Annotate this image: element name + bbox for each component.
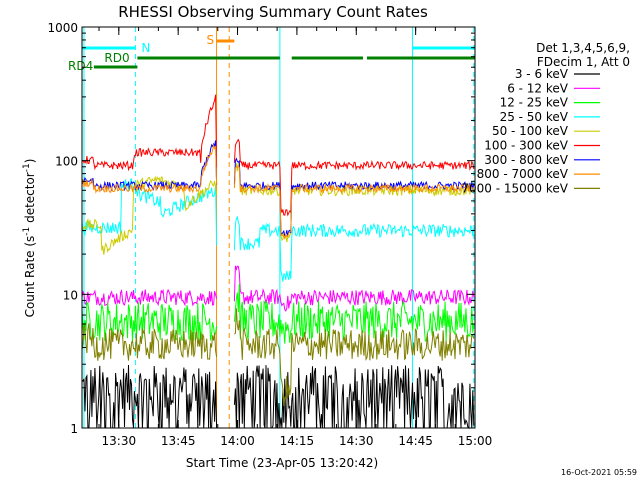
- legend-entry-label: 100 - 300 keV: [484, 139, 568, 153]
- series-line: [81, 140, 475, 237]
- y-axis-label-sup: -1: [22, 227, 32, 236]
- series-line: [81, 177, 475, 282]
- x-axis-label: Start Time (23-Apr-05 13:20:42): [186, 456, 378, 470]
- chart-title: RHESSI Observing Summary Count Rates: [118, 3, 428, 21]
- timestamp: 16-Oct-2021 05:59: [561, 468, 637, 477]
- x-tick-label: 13:45: [161, 434, 196, 448]
- x-tick-label: 15:00: [458, 434, 493, 448]
- legend-entry-label: 300 - 800 keV: [484, 153, 568, 167]
- saa-flag-label: S: [207, 33, 215, 47]
- night-flag-label: N: [141, 41, 150, 55]
- legend-entry-label: 25 - 50 keV: [500, 110, 569, 124]
- x-tick-label: 14:00: [220, 434, 255, 448]
- rd4-flag-label: RD4: [68, 59, 93, 73]
- x-tick-label: 14:15: [280, 434, 315, 448]
- y-axis-label: Count Rate (s-1 detector-1): [22, 159, 37, 318]
- y-tick-label: 1: [70, 422, 78, 436]
- x-tick-label: 14:30: [339, 434, 374, 448]
- legend: Det 1,3,4,5,6,9, FDecim 1, Att 0 3 - 6 k…: [461, 41, 630, 195]
- series-line: [81, 308, 475, 407]
- x-tick-label: 13:30: [102, 434, 137, 448]
- y-axis-label-part: Count Rate (s: [23, 236, 37, 318]
- axes: 1 10 100 1000 13:30 13:45 14:00 14:15 14:30 14:45…: [47, 21, 492, 448]
- series-line: [81, 143, 475, 240]
- y-axis-label-part: ): [23, 159, 37, 164]
- y-axis-label-sup: -1: [22, 163, 32, 172]
- legend-entry-label: 800 - 7000 keV: [477, 167, 569, 181]
- y-tick-label: 100: [55, 155, 78, 169]
- y-axis-label-part: detector: [23, 172, 37, 227]
- series-line: [81, 265, 475, 312]
- legend-title-line1: Det 1,3,4,5,6,9,: [536, 41, 630, 55]
- legend-title-line2: FDecim 1, Att 0: [537, 55, 630, 69]
- legend-entry-label: 50 - 100 keV: [492, 124, 569, 138]
- y-tick-label: 10: [63, 288, 78, 302]
- series-line: [81, 94, 475, 217]
- legend-entry-label: 3 - 6 keV: [515, 67, 569, 81]
- x-tick-label: 14:45: [398, 434, 433, 448]
- series-line: [81, 364, 475, 430]
- legend-entry-label: 6 - 12 keV: [507, 81, 569, 95]
- plot-area: N S RD0 RD4: [68, 27, 475, 430]
- rd0-flag-label: RD0: [104, 51, 129, 65]
- series-line: [81, 162, 474, 255]
- plot-frame: [81, 26, 476, 429]
- legend-entry-label: 7000 - 15000 keV: [461, 181, 568, 195]
- series-line: [81, 283, 475, 344]
- legend-entry-label: 12 - 25 keV: [500, 96, 569, 110]
- y-tick-label: 1000: [47, 21, 78, 35]
